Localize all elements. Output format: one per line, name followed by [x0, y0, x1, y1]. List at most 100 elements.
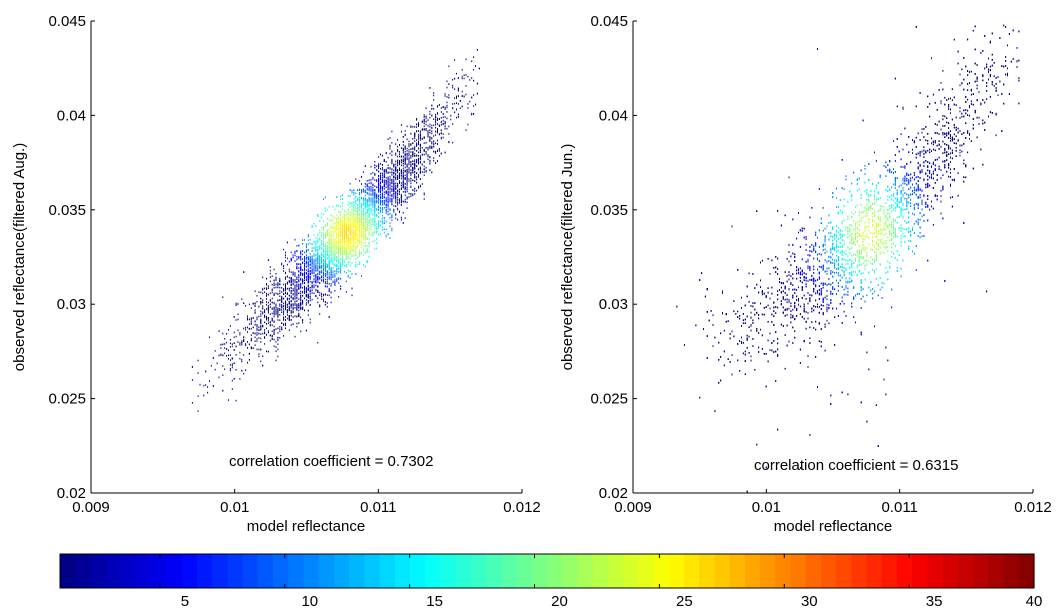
- data-point: [391, 168, 393, 170]
- data-point: [446, 101, 448, 104]
- data-point: [364, 235, 366, 237]
- data-point: [448, 125, 450, 128]
- data-point: [304, 309, 305, 312]
- data-point: [342, 238, 343, 241]
- data-point: [332, 271, 334, 273]
- data-point: [347, 254, 349, 257]
- data-point: [273, 302, 275, 305]
- data-point: [404, 145, 406, 147]
- data-point: [435, 116, 437, 119]
- data-point: [429, 162, 431, 165]
- data-point: [404, 217, 406, 219]
- data-point: [378, 163, 380, 165]
- data-point: [343, 235, 345, 237]
- data-point: [406, 175, 408, 178]
- data-point: [353, 204, 355, 206]
- data-point: [309, 278, 311, 280]
- data-point: [351, 223, 353, 225]
- data-point: [419, 160, 421, 163]
- data-point: [395, 182, 397, 184]
- data-point: [431, 142, 433, 145]
- data-point: [332, 244, 334, 246]
- data-point: [364, 215, 366, 218]
- data-point: [385, 183, 387, 186]
- data-point: [258, 337, 260, 339]
- data-point: [305, 243, 307, 246]
- data-point: [370, 179, 372, 181]
- data-point: [351, 208, 353, 211]
- data-point: [374, 200, 376, 202]
- data-point: [378, 184, 380, 186]
- data-point: [328, 245, 330, 248]
- data-point: [324, 225, 326, 228]
- data-point: [328, 276, 330, 278]
- data-point: [338, 223, 340, 226]
- data-point: [387, 167, 389, 169]
- data-point: [286, 281, 288, 284]
- data-point: [241, 360, 243, 363]
- data-point: [372, 178, 374, 180]
- data-point: [397, 218, 399, 221]
- data-point: [326, 273, 328, 276]
- data-point: [283, 311, 285, 314]
- data-point: [402, 190, 404, 193]
- data-point: [294, 291, 296, 294]
- data-point: [446, 96, 448, 98]
- data-point: [277, 343, 279, 345]
- data-point: [342, 260, 343, 262]
- data-point: [336, 269, 338, 272]
- data-point: [435, 150, 437, 153]
- data-point: [311, 265, 313, 267]
- data-point: [397, 194, 399, 196]
- data-point: [427, 147, 429, 149]
- data-point: [370, 225, 372, 228]
- data-point: [317, 258, 319, 261]
- data-point: [317, 249, 319, 251]
- data-point: [264, 332, 266, 335]
- data-point: [435, 118, 437, 121]
- data-point: [387, 199, 389, 201]
- data-point: [315, 281, 317, 283]
- data-point: [269, 303, 271, 306]
- data-point: [294, 304, 296, 306]
- data-point: [359, 213, 361, 215]
- data-point: [324, 256, 326, 258]
- data-point: [353, 239, 355, 241]
- data-point: [362, 171, 364, 173]
- data-point: [376, 230, 378, 233]
- data-point: [336, 224, 338, 227]
- data-point: [359, 205, 361, 208]
- data-point: [351, 246, 353, 249]
- data-point: [349, 237, 351, 240]
- data-point: [340, 288, 342, 290]
- data-point: [323, 255, 324, 258]
- data-point: [245, 326, 247, 329]
- data-point: [387, 201, 389, 203]
- data-point: [406, 207, 408, 209]
- data-point: [368, 224, 370, 227]
- data-point: [416, 165, 418, 167]
- data-point: [309, 242, 311, 245]
- data-point: [391, 200, 393, 203]
- data-point: [307, 293, 309, 296]
- data-point: [351, 216, 353, 218]
- data-point: [300, 286, 302, 288]
- data-point: [247, 331, 248, 333]
- data-point: [383, 182, 385, 184]
- data-point: [359, 233, 361, 236]
- data-point: [389, 187, 391, 189]
- data-point: [323, 262, 324, 265]
- data-point: [372, 213, 374, 216]
- data-point: [412, 160, 414, 162]
- data-point: [248, 327, 250, 330]
- data-point: [452, 86, 454, 89]
- data-point: [361, 218, 362, 220]
- data-point: [264, 329, 266, 331]
- data-point: [433, 157, 435, 159]
- data-point: [383, 191, 385, 193]
- data-point: [241, 358, 243, 361]
- data-point: [380, 174, 381, 176]
- data-point: [330, 245, 332, 248]
- data-point: [298, 257, 300, 260]
- data-point: [349, 219, 351, 221]
